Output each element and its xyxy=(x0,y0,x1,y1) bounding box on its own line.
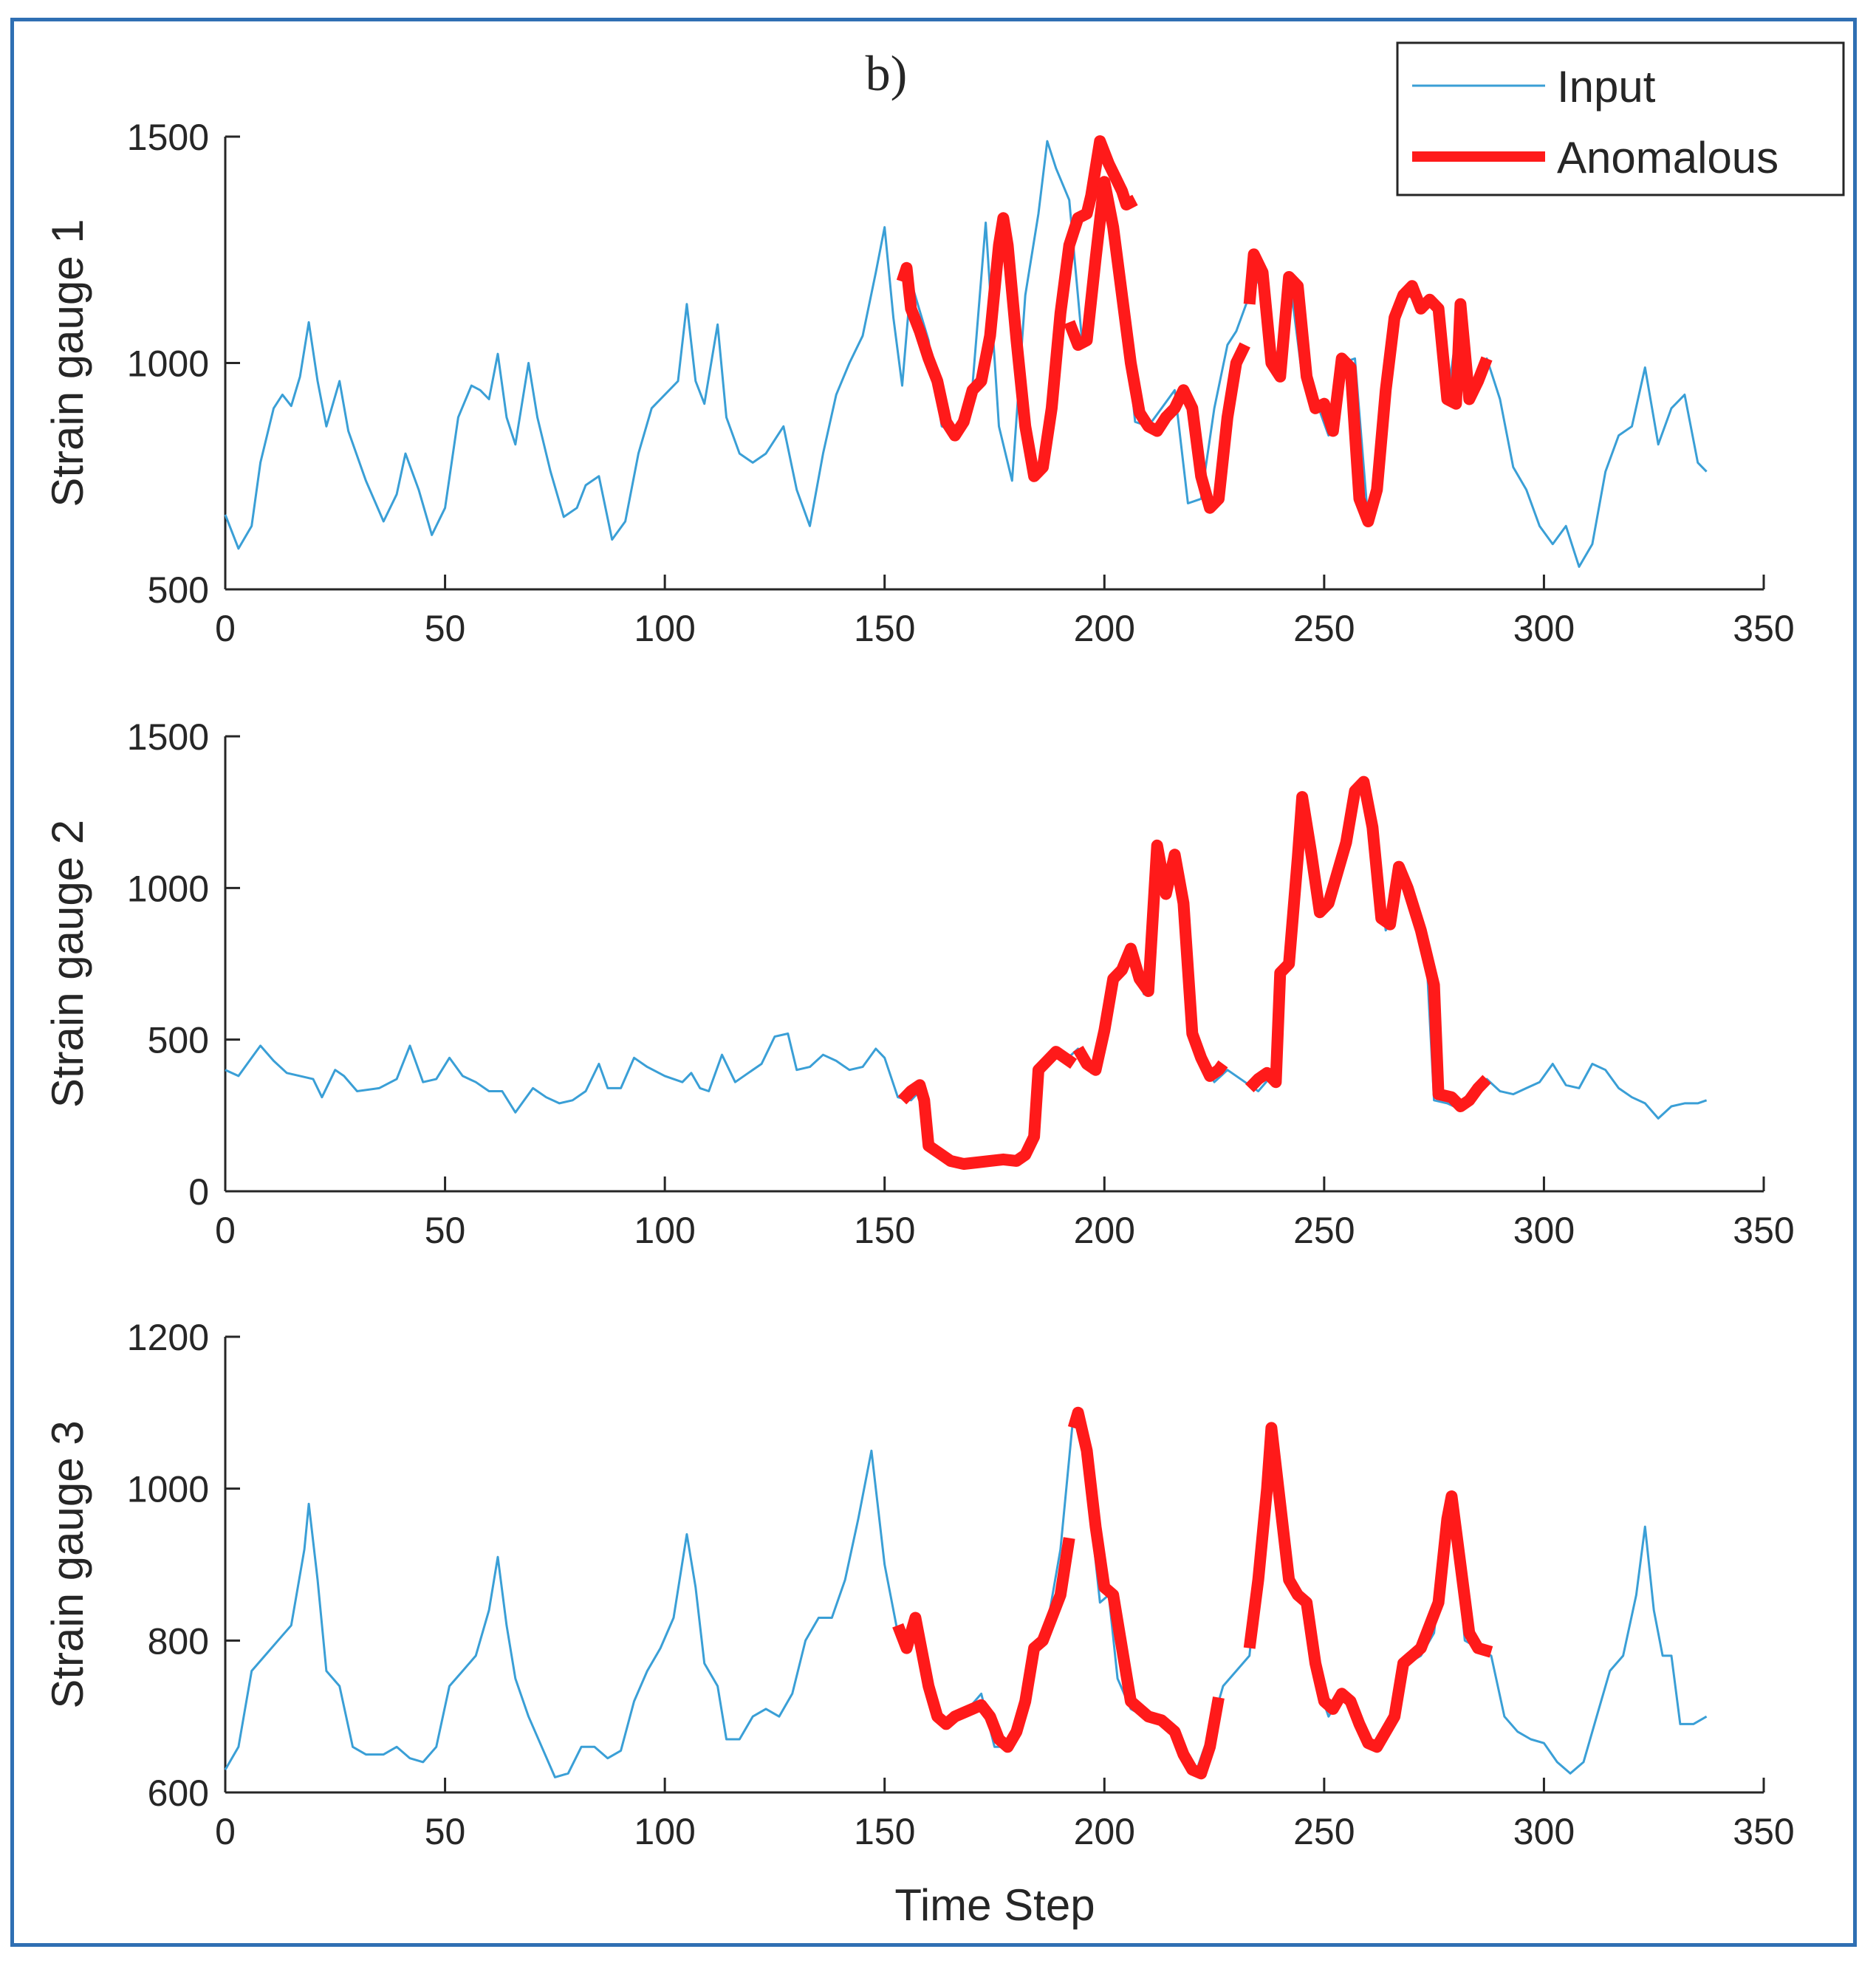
series-anomalous-segment xyxy=(1064,176,1250,514)
series-anomalous-segment xyxy=(1243,1422,1493,1753)
y-axis-label: Strain gauge 2 xyxy=(43,820,92,1108)
y-tick-label: 600 xyxy=(148,1773,209,1814)
y-tick-label: 0 xyxy=(188,1171,209,1213)
series-anomalous-segment xyxy=(896,135,1138,482)
series-input-line xyxy=(224,140,1708,568)
y-tick-label: 500 xyxy=(148,569,209,611)
series-input-line xyxy=(224,1411,1708,1778)
x-tick-label: 200 xyxy=(1074,1811,1135,1852)
x-tick-label: 300 xyxy=(1513,1210,1575,1251)
x-tick-label: 250 xyxy=(1293,608,1355,649)
subplot-1: 0 50 100 150 200 250 300 350 500 1000 1500 Strain g… xyxy=(43,117,1795,649)
series-anomalous-segment xyxy=(1245,775,1491,1112)
series-anomalous-segment xyxy=(1067,1406,1225,1780)
subplot-3: 0 50 100 150 200 250 300 350 600 800 1000 1200 Strai… xyxy=(43,1317,1795,1852)
x-tick-label: 100 xyxy=(634,1210,695,1251)
series-anomalous-segment xyxy=(1072,839,1228,1082)
y-tick-label: 800 xyxy=(148,1620,209,1662)
y-tick-label: 1500 xyxy=(127,117,209,158)
x-tick-label: 100 xyxy=(634,1811,695,1852)
x-tick-label: 350 xyxy=(1733,1210,1794,1251)
x-tick-label: 100 xyxy=(634,608,695,649)
x-tick-label: 0 xyxy=(215,1210,236,1251)
y-tick-label: 1500 xyxy=(127,716,209,758)
subplot-2: 0 50 100 150 200 250 300 350 0 500 1000 1500 Strain … xyxy=(43,716,1795,1251)
y-tick-label: 500 xyxy=(148,1020,209,1061)
x-tick-label: 250 xyxy=(1293,1210,1355,1251)
panel-label: b) xyxy=(866,45,908,101)
legend: Input Anomalous xyxy=(1396,41,1845,196)
series-input-line xyxy=(225,781,1708,1165)
series-anomalous-segment xyxy=(892,1537,1075,1753)
y-tick-label: 1000 xyxy=(127,343,209,385)
x-tick-label: 200 xyxy=(1074,608,1135,649)
x-tick-label: 50 xyxy=(425,1811,466,1852)
x-tick-label: 50 xyxy=(425,608,466,649)
y-tick-label: 1000 xyxy=(127,868,209,909)
x-tick-label: 250 xyxy=(1293,1811,1355,1852)
x-tick-label: 300 xyxy=(1513,608,1575,649)
y-tick-label: 1200 xyxy=(127,1317,209,1358)
series-anomalous-segment xyxy=(897,1046,1078,1170)
legend-box xyxy=(1396,41,1845,196)
x-tick-label: 50 xyxy=(425,1210,466,1251)
x-tick-label: 0 xyxy=(215,608,236,649)
y-tick-label: 1000 xyxy=(127,1469,209,1510)
y-axis-label: Strain gauge 1 xyxy=(43,219,92,507)
series-anomalous-segment xyxy=(1243,248,1493,527)
x-axis-label: Time Step xyxy=(894,1880,1095,1930)
y-axis-label: Strain gauge 3 xyxy=(43,1420,92,1708)
x-tick-label: 150 xyxy=(854,1811,915,1852)
x-tick-label: 300 xyxy=(1513,1811,1575,1852)
legend-input-label: Input xyxy=(1557,62,1656,112)
x-tick-label: 150 xyxy=(854,1210,915,1251)
x-tick-label: 0 xyxy=(215,1811,236,1852)
x-tick-label: 350 xyxy=(1733,1811,1794,1852)
x-tick-label: 350 xyxy=(1733,608,1794,649)
legend-anomalous-label: Anomalous xyxy=(1557,133,1779,182)
x-tick-label: 150 xyxy=(854,608,915,649)
x-tick-label: 200 xyxy=(1074,1210,1135,1251)
figure-frame xyxy=(10,18,1857,1947)
